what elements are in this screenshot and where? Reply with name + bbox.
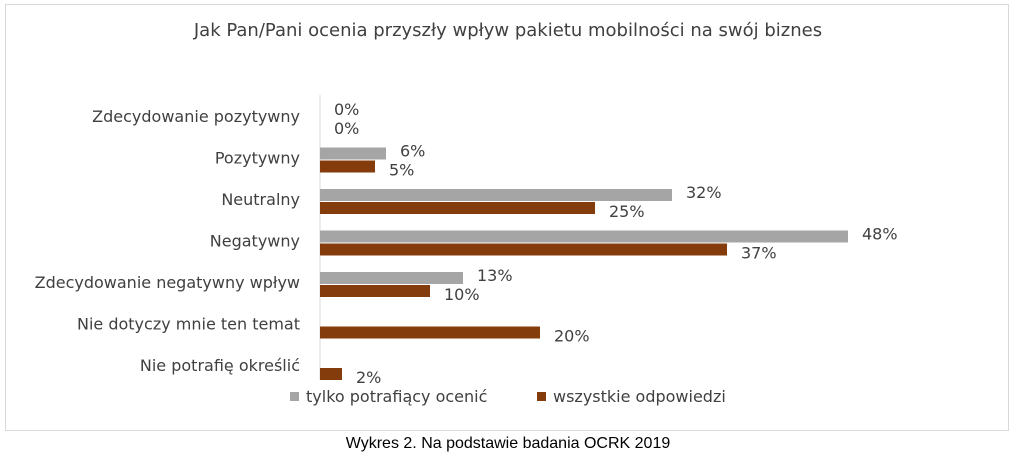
bar-wszystkie	[320, 160, 375, 173]
data-label: 32%	[686, 183, 722, 202]
data-label: 6%	[400, 142, 425, 161]
figure-caption: Wykres 2. Na podstawie badania OCRK 2019	[345, 435, 671, 452]
category-label: Nie dotyczy mnie ten temat	[77, 315, 300, 334]
bar-wszystkie	[320, 285, 430, 297]
category-label: Negatywny	[210, 232, 300, 251]
chart-frame	[5, 4, 1009, 431]
legend-swatch-tylko-potrafiacy	[290, 392, 299, 401]
legend-label-wszystkie: wszystkie odpowiedzi	[553, 387, 726, 406]
category-label: Zdecydowanie pozytywny	[92, 107, 300, 126]
bar-wszystkie	[320, 326, 540, 339]
labels-layer: Zdecydowanie pozytywny 0%0% Pozytywny 6%5% N…	[35, 100, 898, 387]
data-label: 13%	[477, 266, 513, 285]
bar-wszystkie	[320, 368, 342, 380]
category-label: Zdecydowanie negatywny wpływ	[35, 273, 300, 292]
data-label: 10%	[444, 285, 480, 304]
category-label: Nie potrafię określić	[140, 356, 300, 375]
category-label: Neutralny	[221, 190, 300, 209]
data-label: 48%	[862, 225, 898, 244]
bar-tylko-potrafiacy	[320, 272, 463, 284]
data-label: 25%	[609, 202, 645, 221]
chart-title: Jak Pan/Pani ocenia przyszły wpływ pakie…	[193, 20, 823, 41]
data-label: 5%	[389, 161, 414, 180]
data-label: 20%	[554, 327, 590, 346]
bar-tylko-potrafiacy	[320, 147, 386, 160]
bars-layer	[319, 95, 848, 380]
bar-wszystkie	[320, 243, 727, 256]
legend-swatch-wszystkie	[537, 392, 546, 401]
data-label: 0%	[334, 100, 359, 119]
data-label: 0%	[334, 119, 359, 138]
bar-wszystkie	[320, 202, 595, 214]
legend-label-tylko-potrafiacy: tylko potrafiący ocenić	[306, 387, 487, 406]
data-label: 37%	[741, 244, 777, 263]
bar-tylko-potrafiacy	[320, 230, 848, 243]
legend: tylko potrafiący ocenić wszystkie odpowie…	[290, 387, 726, 406]
bar-tylko-potrafiacy	[320, 189, 672, 201]
category-label: Pozytywny	[215, 149, 300, 168]
data-label: 2%	[356, 368, 381, 387]
